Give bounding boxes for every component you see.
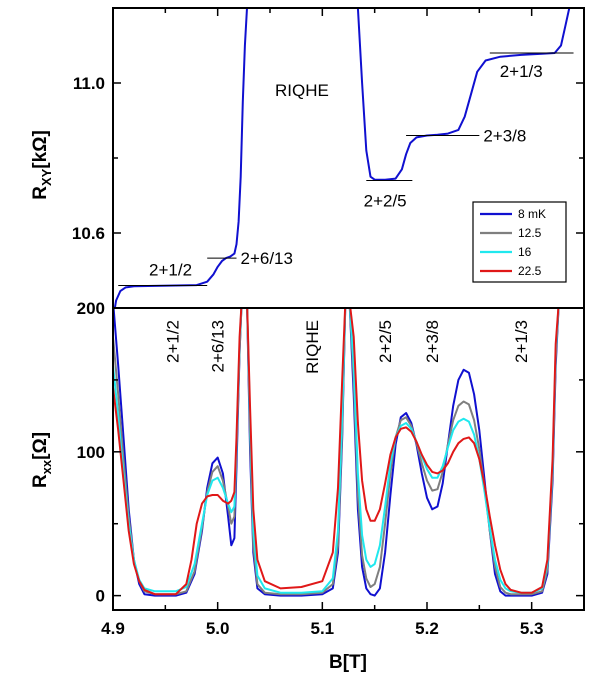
top-plateau-lines: [118, 52, 574, 286]
top-y-ticks: 10.6 11.0: [72, 7, 584, 309]
plateau-label-3: 2+3/8: [483, 127, 526, 146]
top-plateau-labels: 2+1/2 2+6/13 2+2/5 2+3/8 2+1/3: [149, 62, 543, 280]
top-series-line-0: [113, 8, 248, 308]
svg-text:Rxx[Ω]: Rxx[Ω]: [30, 432, 54, 488]
bottom-series-1-segment-1: [246, 308, 347, 596]
bottom-ytick-label-1: 100: [77, 443, 105, 462]
plateau-label-1: 2+6/13: [241, 249, 293, 268]
bottom-series-3-segment-0: [113, 308, 243, 596]
top-ytick-label-1: 11.0: [73, 74, 105, 93]
bottom-y-axis-title: Rxx[Ω]: [30, 432, 54, 488]
bottom-vertical-label-1: 2+6/13: [209, 320, 228, 372]
legend-label-3: 22.5: [518, 264, 542, 278]
legend-label-1: 12.5: [518, 226, 542, 240]
bottom-series-0-segment-2: [348, 308, 560, 597]
bottom-xtick-label-0: 4.9: [101, 619, 125, 638]
bottom-series-3-segment-1: [246, 308, 347, 590]
bottom-xtick-label-3: 5.2: [415, 619, 439, 638]
bottom-vertical-labels: 2+1/2 2+6/13 RIQHE 2+2/5 2+3/8 2+1/3: [164, 320, 532, 374]
bottom-x-ticks: 4.9 5.0 5.1 5.2 5.3: [101, 8, 585, 638]
plateau-label-4: 2+1/3: [500, 62, 543, 81]
bottom-frame: [112, 307, 585, 611]
bottom-vertical-label-5: 2+1/3: [512, 320, 531, 363]
top-series-line-1: [356, 8, 571, 181]
top-ylabel-unit: [kΩ]: [30, 130, 51, 168]
legend-label-2: 16: [518, 245, 532, 259]
legend: 8 mK 12.5 16 22.5: [472, 201, 567, 283]
bottom-xtick-label-1: 5.0: [206, 619, 230, 638]
bottom-vertical-label-4: 2+3/8: [423, 320, 442, 363]
top-panel: 2+1/2 2+6/13 2+2/5 2+3/8 2+1/3 RIQHE 10.6 11.…: [30, 7, 585, 309]
bottom-panel: 2+1/2 2+6/13 RIQHE 2+2/5 2+3/8 2+1/3 0100200 …: [30, 8, 585, 673]
x-axis-title: B[T]: [329, 652, 367, 673]
bottom-ylabel-unit: [Ω]: [30, 432, 51, 460]
top-ytick-label-0: 10.6: [72, 224, 105, 243]
top-annotation-riqhe: RIQHE: [275, 81, 329, 100]
top-ylabel-sub: XY: [39, 168, 54, 186]
bottom-xtick-label-2: 5.1: [311, 619, 335, 638]
top-series-group: [113, 8, 571, 308]
plateau-label-2: 2+2/5: [364, 192, 407, 211]
legend-label-0: 8 mK: [518, 207, 546, 221]
bottom-xtick-label-4: 5.3: [520, 619, 544, 638]
top-y-axis-title: RXY[kΩ]: [30, 130, 54, 200]
top-ylabel-main: R: [30, 186, 51, 200]
bottom-series-0-segment-1: [246, 308, 347, 597]
bottom-ylabel-sub: xx: [39, 459, 54, 474]
bottom-series-group: [113, 308, 560, 597]
bottom-ylabel-main: R: [30, 474, 51, 488]
bottom-vertical-label-2: RIQHE: [303, 320, 322, 374]
plateau-label-0: 2+1/2: [149, 261, 192, 280]
bottom-series-2-segment-1: [246, 308, 347, 594]
bottom-series-3-segment-2: [349, 308, 560, 594]
bottom-ytick-label-2: 200: [77, 299, 105, 318]
bottom-ytick-label-0: 0: [96, 587, 105, 606]
bottom-vertical-label-0: 2+1/2: [164, 320, 183, 363]
svg-text:RXY[kΩ]: RXY[kΩ]: [30, 130, 54, 200]
legend-box: [472, 201, 567, 283]
bottom-y-ticks: 0 100 200: [77, 299, 584, 606]
bottom-vertical-label-3: 2+2/5: [376, 320, 395, 363]
